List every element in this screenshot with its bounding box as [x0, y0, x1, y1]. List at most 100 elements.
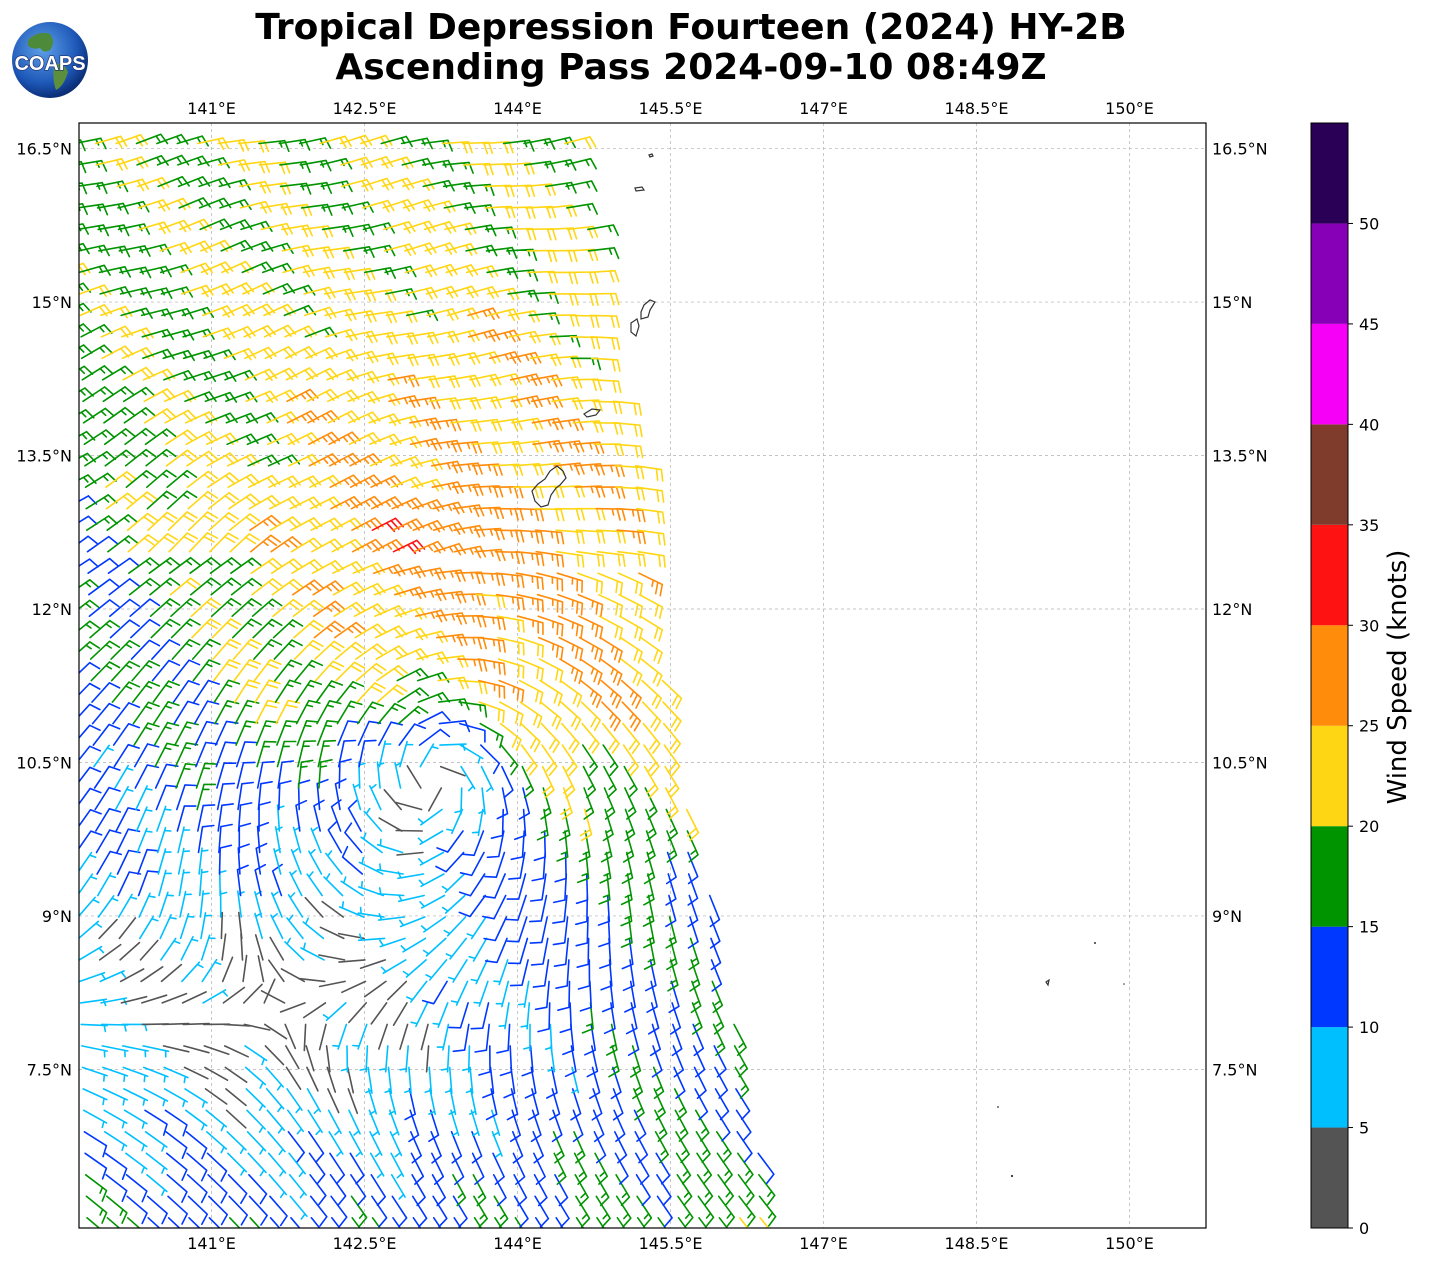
wind-barb — [79, 535, 98, 545]
wind-barb — [193, 679, 220, 703]
wind-barb — [170, 597, 201, 617]
wind-barb — [269, 1195, 288, 1227]
wind-barb — [350, 1174, 367, 1206]
wind-barb — [421, 159, 454, 172]
y-axis-right: 7.5°N 9°N 10.5°N 12°N 13.5°N 15°N 16.5°N — [1212, 140, 1268, 1080]
wind-barb — [442, 181, 475, 194]
wind-barb — [451, 1152, 465, 1186]
wind-barb — [156, 154, 190, 166]
wind-barb — [455, 614, 487, 628]
wind-barb — [537, 1002, 551, 1033]
wind-barb — [163, 1066, 189, 1084]
wind-barb — [186, 450, 218, 467]
wind-barb — [117, 871, 142, 897]
wind-barb — [196, 783, 217, 811]
wind-barb — [146, 1174, 168, 1196]
wind-barb — [473, 1195, 488, 1228]
wind-barb — [521, 1045, 534, 1077]
wind-barb — [687, 873, 699, 906]
wind-barb — [413, 567, 446, 581]
wind-barb — [221, 933, 227, 961]
wind-barb — [459, 722, 486, 743]
wind-barb — [618, 593, 644, 619]
wind-barb — [469, 373, 502, 387]
wind-barb — [620, 679, 642, 709]
wind-barb — [454, 571, 486, 585]
wind-barb — [128, 557, 160, 574]
wind-barb — [573, 441, 605, 455]
wind-barb — [656, 1195, 673, 1228]
wind-barb — [303, 1002, 327, 1019]
wind-barb — [402, 959, 427, 978]
wind-barb — [388, 395, 421, 408]
wind-barb — [591, 379, 622, 394]
wind-barb — [392, 1217, 402, 1228]
y-tick-label-left: 10.5°N — [16, 753, 72, 772]
wind-barb — [197, 804, 216, 832]
wind-barb — [79, 495, 98, 505]
wind-barb — [267, 432, 300, 446]
wind-barb — [410, 1152, 425, 1185]
wind-barb — [518, 658, 544, 682]
wind-barb — [643, 851, 656, 885]
wind-barb — [377, 702, 406, 725]
wind-barb — [79, 787, 102, 806]
wind-barb — [712, 1002, 725, 1035]
wind-barb — [558, 636, 584, 662]
wind-barb — [616, 529, 646, 545]
wind-barb — [185, 431, 218, 446]
wind-barb — [79, 365, 94, 375]
wind-barb — [437, 676, 469, 690]
wind-barb — [358, 856, 384, 875]
wind-barb — [229, 1217, 241, 1228]
wind-barb — [125, 1174, 148, 1203]
wind-barb — [718, 1217, 729, 1228]
wind-barb — [495, 572, 525, 589]
wind-barb — [595, 1195, 611, 1228]
wind-barb — [171, 638, 201, 660]
wind-barb — [106, 1195, 128, 1224]
wind-barb — [297, 779, 311, 811]
wind-barb — [553, 937, 569, 967]
wind-barb — [444, 1066, 453, 1095]
wind-barb — [536, 572, 564, 592]
wind-barb — [79, 971, 106, 983]
wind-barb — [371, 1217, 381, 1228]
wind-barb — [140, 966, 164, 983]
wind-barb — [533, 830, 547, 862]
wind-barb — [395, 801, 423, 811]
x-axis-bottom: 141°E 142.5°E 144°E 145.5°E 147°E 148.5°E 150°… — [187, 1234, 1154, 1253]
wind-barb — [620, 894, 633, 927]
wind-barb — [166, 469, 198, 488]
wind-barb — [186, 470, 219, 488]
wind-barb — [430, 439, 463, 453]
wind-barb — [471, 1152, 485, 1185]
wind-barb — [572, 1109, 584, 1143]
wind-barb — [448, 959, 468, 983]
wind-barb — [485, 246, 518, 259]
wind-barb — [474, 572, 506, 586]
y-tick-label-right: 9°N — [1212, 907, 1242, 926]
wind-barb — [575, 1195, 591, 1228]
wind-barb — [230, 557, 262, 574]
wind-barb — [434, 569, 466, 583]
wind-barb — [210, 577, 242, 596]
coastlines — [531, 153, 1125, 1178]
wind-barb — [513, 1195, 529, 1228]
wind-barb — [206, 452, 239, 467]
wind-barb — [665, 873, 677, 906]
wind-barb — [411, 499, 445, 512]
wind-barb — [355, 662, 387, 682]
wind-barb — [249, 514, 281, 531]
wind-barb — [136, 827, 153, 854]
wind-barb — [82, 386, 115, 403]
wind-barb — [158, 891, 174, 918]
wind-barb — [343, 267, 376, 281]
wind-barb — [230, 577, 262, 596]
wind-barb — [578, 830, 591, 863]
wind-barb — [110, 660, 141, 682]
wind-barb — [733, 1023, 747, 1056]
wind-barb — [286, 1088, 303, 1114]
wind-barb — [187, 490, 219, 510]
wind-barb — [665, 916, 677, 949]
